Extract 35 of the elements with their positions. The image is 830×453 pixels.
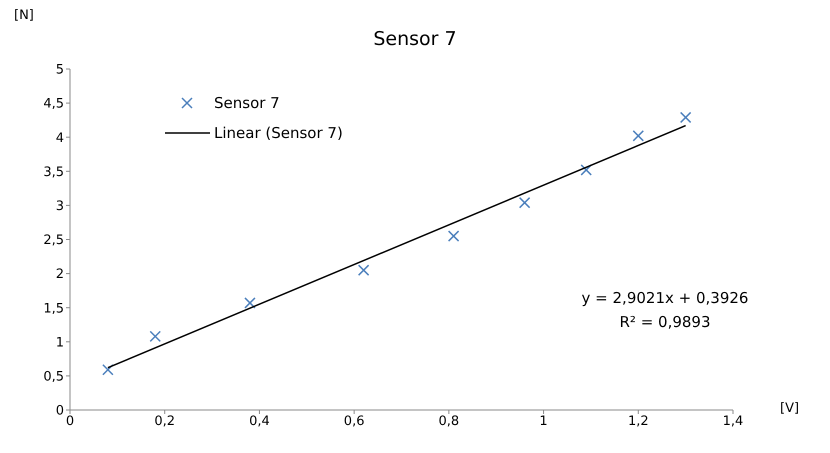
point — [149, 330, 161, 342]
y-tick-label: 2,5 — [43, 233, 64, 248]
point — [632, 130, 644, 142]
y-tick-label: 5 — [56, 62, 64, 78]
x-tick-label: 1,4 — [722, 414, 744, 430]
x-tick-label: 0,8 — [438, 414, 460, 430]
annotation: R² = 0,9893 — [618, 312, 712, 333]
legend-label: Linear (Sensor 7) — [214, 124, 343, 142]
y-tick-label: 4,5 — [43, 96, 64, 112]
y-tick-label: 0 — [56, 404, 64, 419]
point — [358, 264, 370, 276]
y-tick-label: 3 — [56, 199, 64, 214]
point — [102, 364, 114, 376]
x-tick-label: 1 — [539, 414, 548, 430]
x-axis-title: [V] — [780, 401, 800, 416]
point — [448, 230, 460, 242]
x-tick-label: 0 — [66, 414, 74, 430]
x-tick-label: 0,4 — [249, 414, 270, 430]
y-axis-title: [N] — [14, 8, 34, 23]
x-tick-label: 0,6 — [344, 414, 364, 430]
y-tick-label: 2 — [56, 267, 64, 282]
legend-label: Sensor 7 — [214, 94, 280, 112]
y-tick-label: 1 — [56, 335, 64, 350]
y-tick-label: 4 — [56, 130, 64, 146]
point — [580, 164, 592, 176]
point — [680, 112, 692, 124]
y-tick-label: 1,5 — [43, 301, 64, 316]
annotation: y = 2,9021x + 0,3926 — [580, 288, 750, 309]
point — [244, 297, 256, 309]
point — [518, 196, 530, 208]
x-tick-label: 0,2 — [154, 414, 176, 430]
chart-title: Sensor 7 — [372, 28, 458, 50]
y-tick-label: 0,5 — [43, 370, 64, 385]
x-tick-label: 1,2 — [628, 414, 649, 430]
y-tick-label: 3,5 — [43, 164, 64, 180]
